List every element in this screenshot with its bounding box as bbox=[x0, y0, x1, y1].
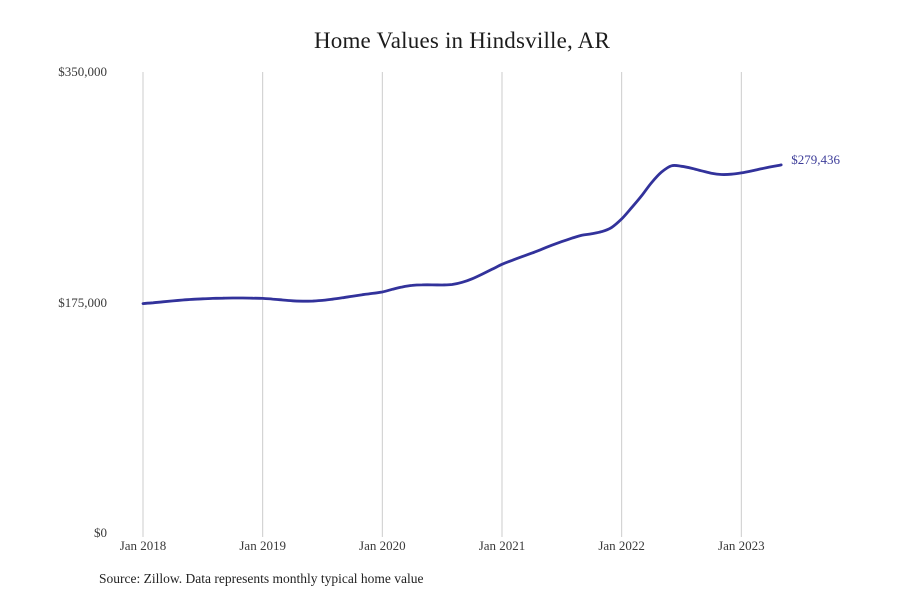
source-note: Source: Zillow. Data represents monthly … bbox=[99, 571, 424, 586]
series-end-value-label: $279,436 bbox=[791, 151, 840, 167]
x-axis-tick-label: Jan 2020 bbox=[359, 538, 406, 553]
home-value-series-line bbox=[141, 163, 783, 305]
x-axis-tick-label: Jan 2018 bbox=[119, 538, 167, 553]
x-axis-tick-label: Jan 2021 bbox=[478, 538, 526, 553]
chart-title: Home Values in Hindsville, AR bbox=[313, 28, 611, 53]
y-axis-tick-label: $350,000 bbox=[58, 64, 107, 79]
x-axis-tick-label: Jan 2022 bbox=[598, 538, 645, 553]
x-axis-tick-label: Jan 2023 bbox=[718, 538, 765, 553]
x-axis-tick-label: Jan 2019 bbox=[239, 538, 286, 553]
y-axis-tick-label: $0 bbox=[94, 525, 107, 540]
y-axis-tick-label: $175,000 bbox=[58, 294, 107, 310]
